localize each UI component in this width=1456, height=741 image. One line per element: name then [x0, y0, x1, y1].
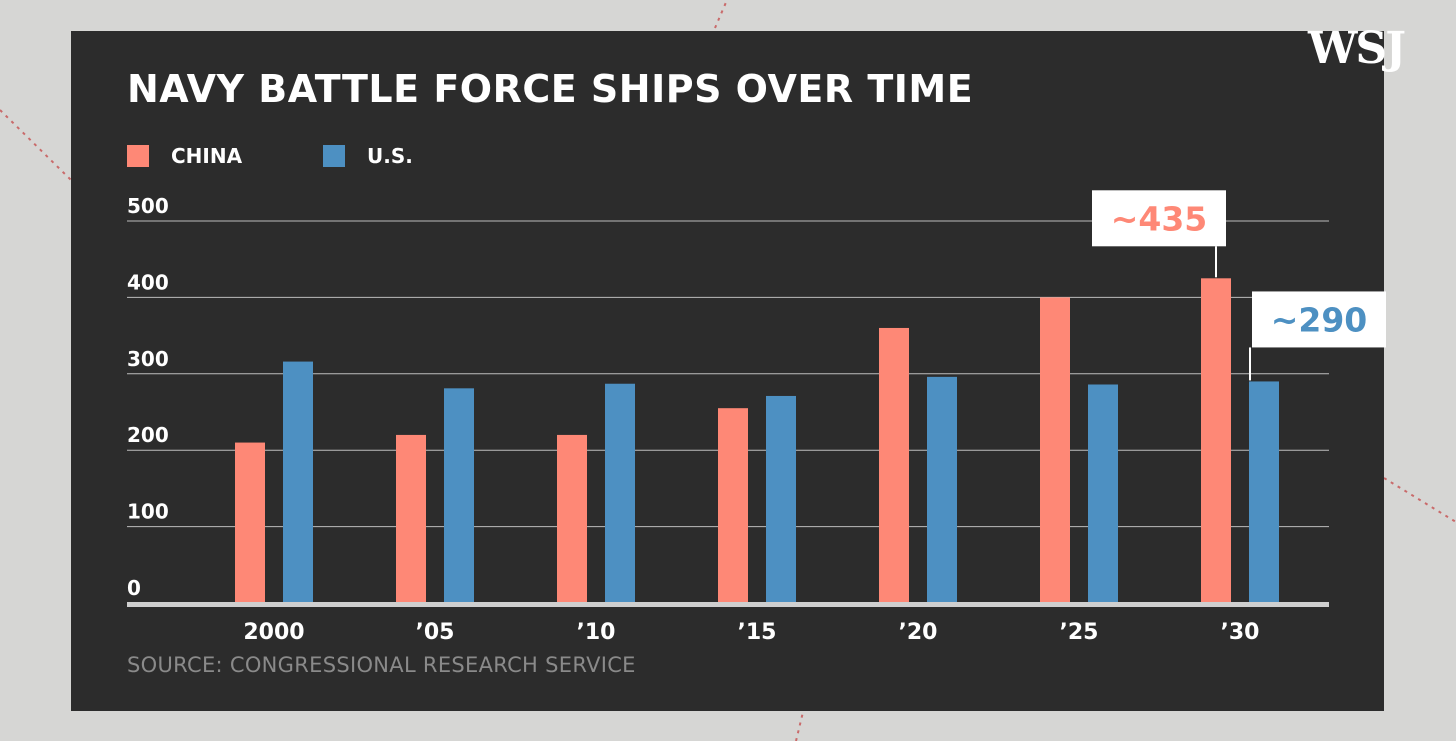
x-tick-label: ’05	[416, 620, 455, 645]
legend-label-us: U.S.	[367, 144, 413, 168]
bar-china	[1040, 297, 1070, 603]
bar-us	[927, 376, 957, 603]
chart-panel: NAVY BATTLE FORCE SHIPS OVER TIME WSJ CH…	[71, 23, 1406, 711]
y-tick-label: 200	[127, 423, 169, 447]
callout-box	[1092, 190, 1226, 247]
bar-us	[1088, 384, 1118, 603]
legend-swatch-china	[127, 145, 149, 167]
x-tick-label: ’15	[738, 620, 777, 645]
source-note: SOURCE: CONGRESSIONAL RESEARCH SERVICE	[127, 653, 636, 677]
y-tick-label: 500	[127, 194, 169, 218]
legend-label-china: CHINA	[171, 144, 243, 168]
x-tick-label: 2000	[243, 620, 304, 645]
y-tick-label: 0	[127, 576, 141, 600]
x-tick-label: ’10	[577, 620, 616, 645]
x-tick-label: ’20	[899, 620, 938, 645]
wsj-logo: WSJ	[1308, 23, 1406, 74]
y-tick-label: 400	[127, 270, 169, 294]
y-tick-label: 100	[127, 500, 169, 524]
callout-label: ~435	[1111, 199, 1208, 238]
y-tick-label: 300	[127, 347, 169, 371]
x-axis-baseline	[127, 602, 1329, 607]
bar-china	[235, 442, 265, 603]
x-tick-label: ’30	[1221, 620, 1260, 645]
bar-us	[283, 361, 313, 603]
callout-label: ~290	[1271, 300, 1368, 339]
chart-title: NAVY BATTLE FORCE SHIPS OVER TIME	[127, 67, 974, 111]
bar-china	[879, 327, 909, 603]
legend-item-china: CHINA	[127, 144, 242, 168]
x-tick-label: ’25	[1060, 620, 1099, 645]
bar-us	[444, 388, 474, 603]
bar-china	[396, 434, 426, 603]
legend-swatch-us	[323, 145, 345, 167]
legend-item-us: U.S.	[323, 144, 413, 168]
bar-china	[718, 408, 748, 603]
bar-chart: 0 100 200 300 400 500 2000 ’05 ’10 ’15 ’20 ’25 ’30 ~4…	[127, 190, 1386, 645]
bar-us	[605, 383, 635, 603]
bar-china	[1201, 278, 1231, 603]
callout-box	[1252, 291, 1386, 348]
bar-us	[766, 395, 796, 603]
bar-us	[1249, 381, 1279, 603]
bar-china	[557, 434, 587, 603]
